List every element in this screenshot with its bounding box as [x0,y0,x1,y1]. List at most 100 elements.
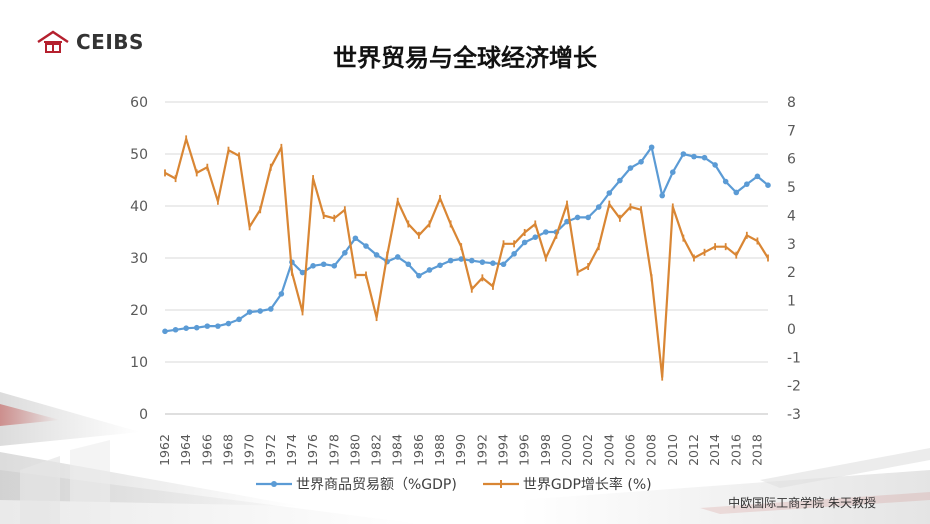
trade-data-point [765,182,771,188]
x-tick-label: 1984 [390,434,405,466]
ceibs-logo: CEIBS [36,30,144,54]
x-tick-label: 2018 [749,434,764,466]
y-right-tick-label: -2 [787,379,801,395]
trade-data-point [458,256,465,262]
trade-data-point [352,235,359,242]
x-tick-label: 1968 [220,434,235,466]
y-right-tick-label: 5 [787,180,796,196]
y-left-tick-label: 0 [139,407,148,423]
legend-label-trade: 世界商品贸易额（%GDP) [296,477,457,493]
x-tick-label: 2012 [686,434,701,466]
trade-data-point [669,169,676,175]
y-right-tick-label: 6 [787,152,796,168]
x-tick-label: 1964 [178,434,193,466]
y-left-tick-label: 40 [130,199,148,215]
chart-legend: 世界商品贸易额（%GDP) 世界GDP增长率 (%) [256,474,678,494]
trade-data-point [299,269,306,276]
trade-data-point [638,159,644,165]
trade-data-point [183,325,189,332]
y-left-tick-label: 20 [130,303,148,319]
x-tick-label: 1998 [538,434,553,466]
trade-data-point [701,154,708,161]
trade-data-point [680,151,687,157]
trade-data-point [521,239,528,246]
y-right-tick-label: 3 [787,237,796,253]
trade-data-point [543,229,549,235]
ceibs-emblem-icon [37,30,69,53]
x-tick-label: 2002 [580,434,595,466]
y-left-tick-label: 10 [130,355,148,371]
trade-data-point [447,257,454,264]
y-left-tick-label: 50 [130,147,148,163]
x-tick-label: 1966 [199,434,214,466]
trade-data-point [416,272,422,279]
trade-data-point [405,261,412,268]
x-tick-label: 2008 [644,434,659,466]
x-tick-label: 2016 [728,434,743,466]
x-tick-label: 1988 [432,434,447,466]
trade-data-point [342,250,348,256]
trade-data-point [659,192,666,199]
x-tick-label: 1986 [411,434,426,466]
x-tick-label: 1994 [496,434,511,466]
logo-text: CEIBS [76,30,144,54]
trade-data-point [744,181,750,187]
trade-data-point [320,261,327,268]
slide-title: 世界贸易与全球经济增长 [333,44,597,72]
trade-data-point [500,261,507,268]
x-tick-label: 1978 [326,434,341,466]
x-tick-label: 1990 [453,434,468,466]
trade-data-point [712,162,718,168]
x-tick-label: 1972 [263,434,278,466]
y-right-tick-label: -3 [787,407,801,423]
x-tick-label: 1982 [369,434,384,466]
x-tick-label: 2014 [707,434,722,466]
y-right-tick-label: 7 [787,123,796,139]
x-tick-label: 1980 [347,434,362,466]
trade-data-point [585,214,591,221]
trade-data-point [426,267,433,273]
y-left-tick-label: 30 [130,251,148,267]
legend-item-gdp: 世界GDP增长率 (%) [482,474,652,494]
trade-series-line [164,146,769,333]
trade-data-point [331,263,338,269]
trade-data-point [193,324,200,331]
trade-data-point [225,320,232,327]
trade-data-point [215,323,221,329]
trade-data-point [363,243,369,249]
trade-data-point [373,252,380,258]
trade-data-point [236,316,242,323]
y-left-tick-label: 60 [130,95,148,111]
trade-data-point [574,214,581,221]
y-right-tick-label: 2 [787,265,796,281]
legend-item-trade: 世界商品贸易额（%GDP) [256,474,457,494]
x-tick-label: 1976 [305,434,320,466]
trade-data-point [722,178,729,185]
trade-data-point [627,165,634,171]
trade-data-point [437,262,443,269]
trade-data-point [595,204,602,210]
x-tick-label: 1996 [517,434,532,466]
y-right-tick-label: 8 [787,95,796,111]
x-tick-label: 1962 [157,434,172,466]
y-right-tick-label: 4 [787,208,796,224]
gdp-series-line [164,137,769,379]
trade-data-point [691,153,697,160]
trade-data-point [511,251,517,257]
y-right-tick-label: 0 [787,322,796,338]
legend-swatch-trade [256,481,292,487]
trade-data-point [733,189,740,196]
trade-data-point [468,257,475,264]
trade-data-point [648,144,655,151]
x-tick-label: 1992 [474,434,489,466]
y-right-tick-label: 1 [787,294,796,310]
footer-credit: 中欧国际工商学院 朱天教授 [728,496,876,510]
legend-swatch-gdp [482,480,519,488]
trade-data-point [172,326,179,333]
trade-data-point [394,254,401,260]
x-tick-label: 1974 [284,434,299,466]
trade-data-point [267,306,274,312]
x-tick-label: 2010 [665,434,680,466]
